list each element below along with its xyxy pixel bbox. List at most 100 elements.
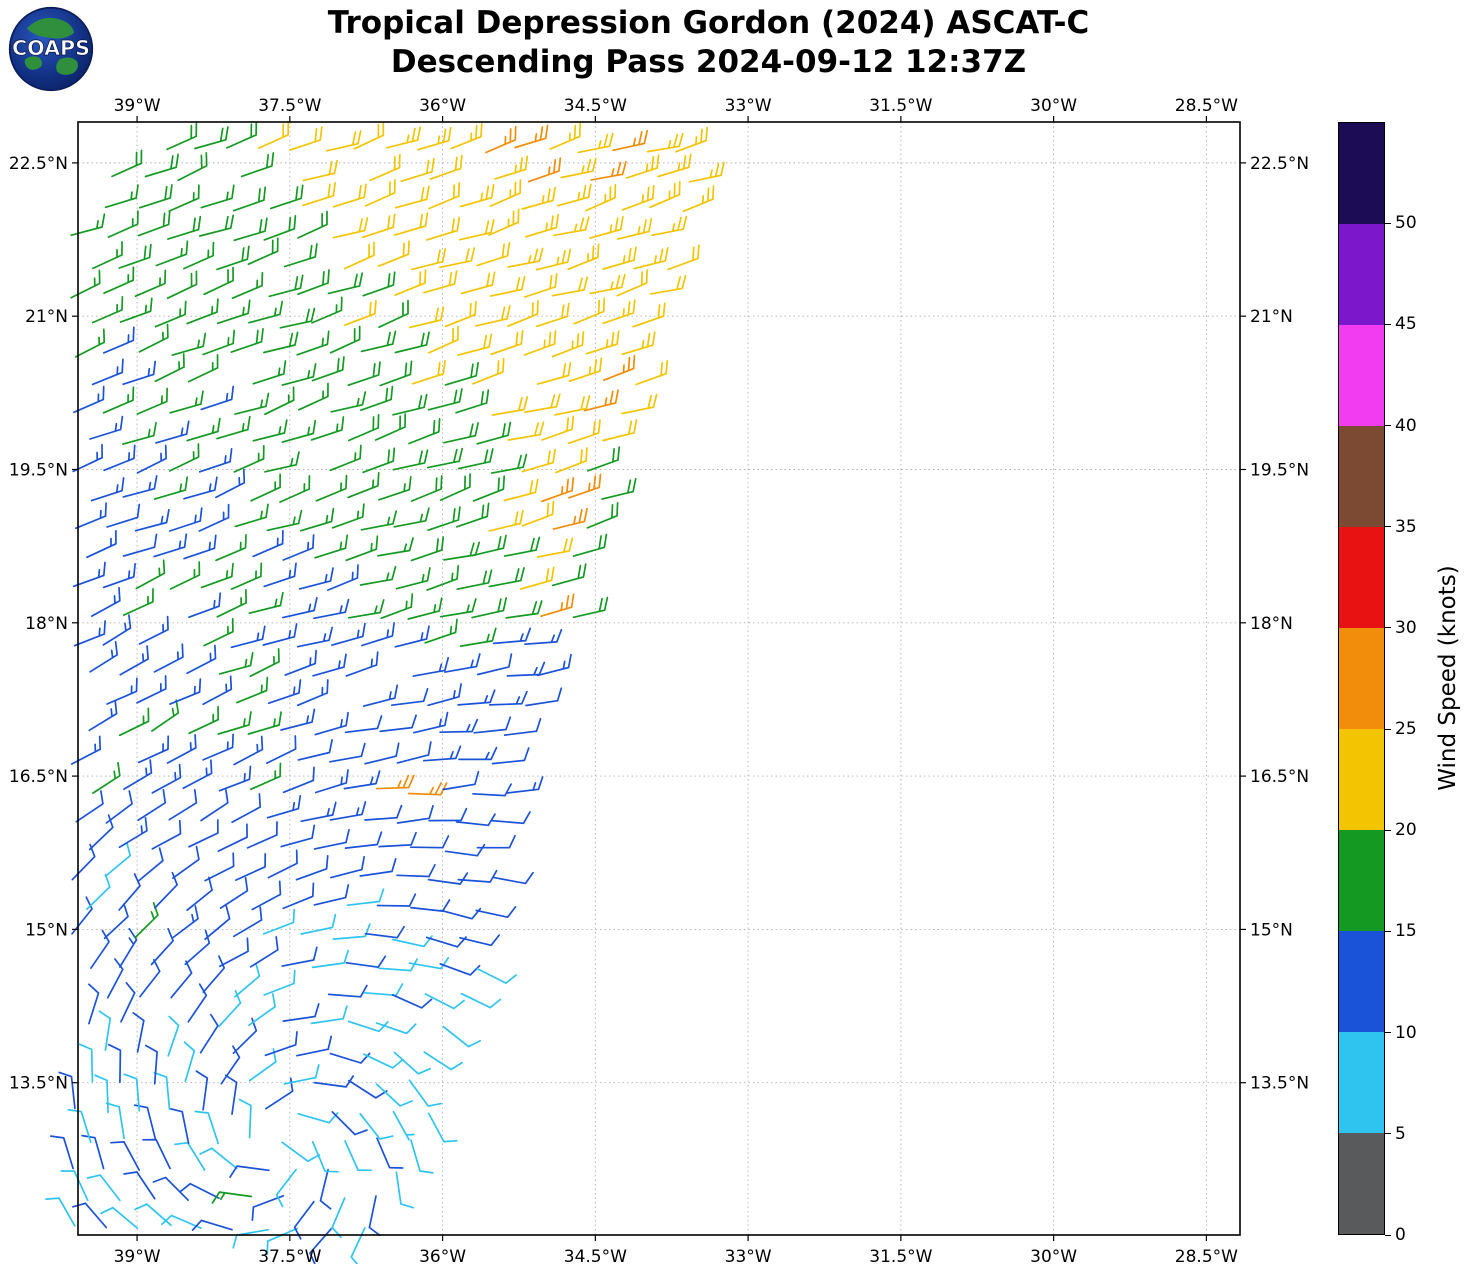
wind-barb — [281, 1141, 321, 1163]
wind-barb — [400, 158, 435, 183]
wind-barb — [577, 132, 614, 154]
wind-barb — [88, 814, 114, 851]
wind-barb — [139, 958, 161, 998]
wind-barb — [345, 535, 379, 562]
wind-barb — [266, 509, 303, 532]
wind-barb — [476, 834, 516, 849]
wind-barb — [155, 240, 189, 267]
wind-barb — [204, 852, 235, 882]
wind-barb — [300, 801, 337, 823]
wind-barb — [252, 419, 288, 442]
wind-barb — [485, 126, 517, 154]
wind-barb — [89, 415, 124, 440]
wind-barb — [218, 651, 254, 675]
colorbar-tick-label: 0 — [1395, 1225, 1406, 1245]
wind-barb — [407, 782, 448, 796]
wind-barb — [393, 1051, 432, 1075]
wind-barb — [568, 357, 603, 383]
wind-barb — [536, 653, 572, 677]
wind-barb — [90, 476, 125, 502]
wind-barb — [150, 927, 174, 966]
colorbar-tick-mark — [1385, 222, 1391, 224]
wind-barb — [203, 266, 234, 296]
wind-barb — [442, 1025, 482, 1048]
wind-barb — [98, 1010, 112, 1051]
wind-barb — [329, 742, 366, 763]
x-tick-label-bottom: 34.5°W — [564, 1247, 627, 1264]
wind-barb — [326, 564, 359, 591]
wind-barb — [75, 502, 107, 530]
wind-barb — [394, 331, 430, 354]
wind-barb — [541, 476, 575, 503]
wind-barb — [344, 1140, 372, 1172]
wind-barb — [153, 643, 184, 673]
wind-barb — [395, 567, 431, 590]
wind-barb — [649, 180, 681, 209]
wind-barb — [103, 266, 135, 295]
x-tick-label-top: 34.5°W — [564, 96, 627, 116]
wind-barb — [567, 419, 601, 445]
wind-barb — [688, 161, 725, 183]
colorbar — [1338, 122, 1385, 1235]
wind-barb — [313, 884, 350, 906]
wind-barb — [134, 1203, 172, 1227]
wind-barb — [183, 1041, 196, 1083]
wind-barb — [489, 275, 526, 297]
wind-barb — [218, 765, 252, 792]
wind-barb — [235, 852, 267, 881]
wind-barb — [248, 993, 276, 1027]
wind-barb — [412, 360, 446, 385]
wind-barb — [198, 503, 230, 532]
wind-barb — [230, 327, 264, 353]
wind-barb — [134, 269, 167, 298]
wind-barb — [379, 360, 413, 387]
wind-barb — [119, 645, 149, 676]
wind-barb — [169, 678, 202, 705]
wind-barb — [91, 358, 124, 386]
wind-barb — [376, 893, 417, 907]
wind-barb — [282, 882, 315, 910]
logo-globe-icon: COAPS — [8, 6, 94, 92]
wind-barb — [364, 179, 396, 207]
wind-barb — [73, 620, 106, 647]
wind-barb — [632, 302, 666, 328]
wind-barb — [353, 121, 385, 150]
wind-barb — [427, 872, 469, 885]
wind-barb — [585, 330, 620, 355]
wind-barb — [91, 296, 124, 324]
x-tick-label-top: 30°W — [1030, 96, 1077, 116]
wind-barb — [392, 393, 428, 416]
wind-barb — [412, 656, 450, 677]
wind-barb — [202, 955, 226, 994]
colorbar-segment — [1339, 1133, 1384, 1234]
wind-barb — [503, 536, 541, 557]
wind-barb — [396, 804, 434, 824]
wind-barb — [174, 1141, 206, 1171]
colorbar-segment — [1339, 729, 1384, 830]
wind-barb — [191, 1219, 233, 1231]
wind-barb — [144, 1044, 158, 1085]
y-tick-label-right: 16.5°N — [1250, 767, 1309, 787]
wind-barb — [560, 157, 597, 179]
wind-barb — [488, 509, 524, 532]
wind-barb — [589, 273, 626, 295]
wind-barb — [491, 747, 530, 765]
wind-barb — [646, 132, 684, 153]
x-tick-label-bottom: 39°W — [114, 1247, 161, 1264]
wind-barb — [188, 819, 219, 848]
wind-barb — [136, 444, 167, 474]
wind-barb — [635, 359, 669, 386]
colorbar-tick-mark — [1385, 728, 1391, 730]
wind-barb — [107, 210, 139, 238]
y-tick-label-right: 18°N — [1250, 614, 1293, 634]
wind-barb — [313, 828, 350, 850]
wind-barb — [572, 533, 608, 557]
wind-barb — [313, 1075, 355, 1088]
x-tick-label-top: 36°W — [419, 96, 466, 116]
wind-barb — [202, 733, 234, 761]
wind-barb — [460, 992, 502, 1009]
wind-barb — [359, 858, 397, 877]
wind-barb — [280, 708, 316, 731]
x-tick-label-bottom: 31.5°W — [869, 1247, 932, 1264]
